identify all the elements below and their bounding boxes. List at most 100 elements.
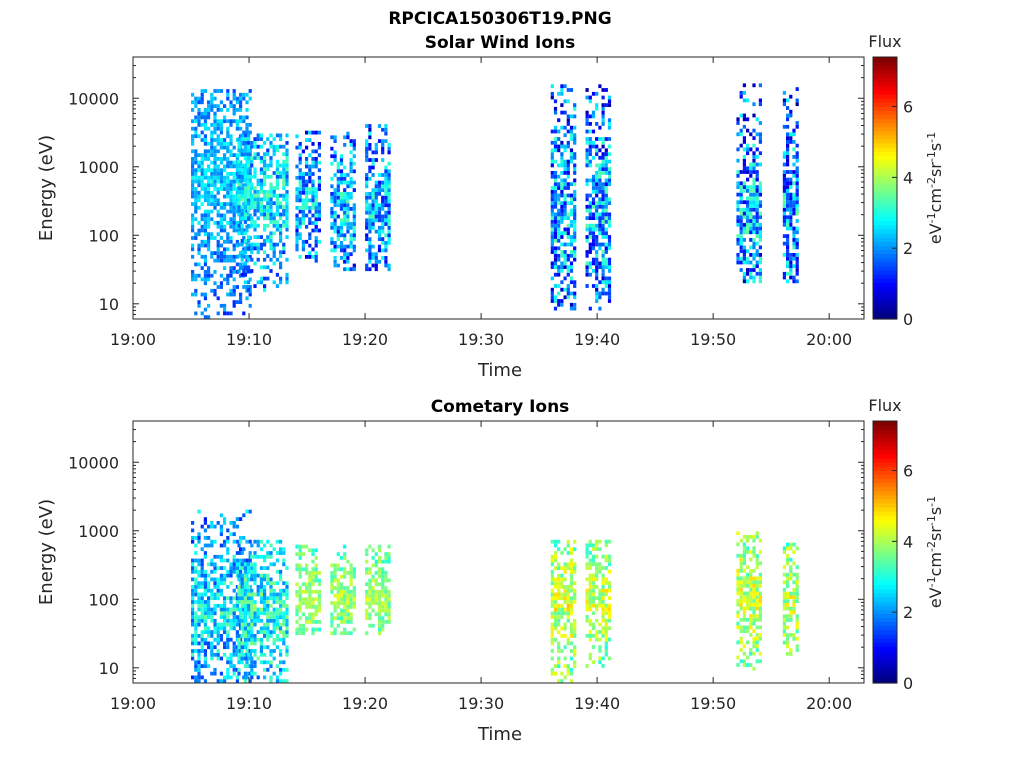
heatmap-cell [213, 153, 217, 157]
heatmap-cell [333, 586, 337, 590]
heatmap-cell [250, 543, 254, 548]
heatmap-cell [308, 589, 312, 594]
heatmap-cell [194, 232, 198, 237]
heatmap-cell [213, 175, 217, 180]
heatmap-cell [242, 675, 246, 680]
heatmap-cell [245, 243, 249, 248]
heatmap-cell [755, 584, 759, 588]
heatmap-cell [275, 201, 279, 206]
heatmap-cell [795, 121, 799, 125]
heatmap-cell [285, 178, 289, 183]
heatmap-cell [223, 228, 227, 233]
heatmap-cell [259, 652, 263, 657]
heatmap-cell [226, 277, 230, 282]
heatmap-cell [758, 260, 762, 265]
heatmap-cell [553, 204, 558, 209]
heatmap-cell [317, 160, 321, 165]
heatmap-cell [240, 272, 244, 277]
heatmap-cell [550, 212, 554, 217]
heatmap-cell [243, 178, 247, 183]
heatmap-cell [557, 645, 561, 650]
heatmap-cell [786, 222, 790, 227]
heatmap-cell [305, 589, 309, 594]
heatmap-cell [240, 216, 244, 221]
colorbar-segment [873, 421, 897, 426]
heatmap-cell [365, 267, 369, 272]
heatmap-cell [333, 616, 337, 621]
heatmap-cell [298, 194, 302, 199]
heatmap-cell [207, 273, 211, 278]
heatmap-cell [795, 151, 799, 156]
heatmap-cell [308, 601, 312, 605]
heatmap-cell [604, 558, 608, 563]
heatmap-cell [560, 212, 564, 217]
heatmap-cell [239, 607, 243, 612]
heatmap-cell [795, 143, 799, 148]
heatmap-cell [207, 168, 211, 173]
heatmap-cell [742, 659, 746, 664]
heatmap-cell [557, 641, 561, 646]
heatmap-cell [384, 124, 388, 128]
heatmap-cell [782, 599, 786, 603]
heatmap-cell [377, 548, 382, 553]
heatmap-cell [301, 221, 305, 225]
heatmap-cell [266, 254, 270, 258]
heatmap-cell [377, 184, 382, 189]
heatmap-cell [250, 156, 254, 160]
heatmap-cell [279, 652, 283, 657]
heatmap-cell [203, 190, 207, 195]
heatmap-cell [247, 137, 251, 141]
heatmap-cell [789, 260, 793, 265]
heatmap-cell [352, 593, 356, 598]
heatmap-cell [200, 153, 204, 157]
heatmap-cell [223, 573, 227, 578]
heatmap-cell [256, 242, 260, 247]
heatmap-cell [601, 231, 605, 236]
heatmap-cell [789, 226, 793, 231]
heatmap-cell [229, 573, 233, 578]
heatmap-cell [752, 256, 756, 261]
heatmap-cell [339, 233, 344, 238]
heatmap-cell [371, 225, 375, 230]
heatmap-cell [285, 201, 289, 206]
heatmap-cell [210, 634, 214, 638]
heatmap-cell [243, 156, 247, 160]
heatmap-cell [782, 640, 786, 645]
heatmap-cell [377, 207, 382, 211]
heatmap-cell [226, 615, 230, 619]
heatmap-cell [792, 572, 796, 577]
heatmap-cell [314, 202, 318, 207]
heatmap-cell [601, 137, 605, 141]
heatmap-cell [758, 185, 762, 189]
heatmap-cell [792, 211, 796, 216]
heatmap-cell [368, 158, 372, 162]
heatmap-cell [235, 539, 239, 544]
heatmap-cell [365, 593, 369, 598]
heatmap-cell [789, 256, 793, 261]
heatmap-cell [595, 272, 599, 277]
heatmap-cell [207, 645, 211, 650]
heatmap-cell [210, 611, 214, 616]
heatmap-cell [207, 600, 211, 604]
heatmap-cell [197, 603, 201, 608]
heatmap-cell [333, 574, 337, 579]
heatmap-cell [219, 588, 223, 593]
heatmap-cell [352, 214, 356, 219]
heatmap-cell [243, 201, 247, 206]
heatmap-cell [219, 615, 223, 619]
heatmap-cell [566, 235, 570, 239]
heatmap-cell [566, 212, 570, 217]
heatmap-cell [377, 605, 382, 609]
heatmap-cell [266, 193, 270, 198]
heatmap-cell [253, 611, 257, 616]
colorbar-segment [873, 188, 897, 193]
heatmap-cell [563, 645, 567, 650]
heatmap-cell [203, 134, 207, 139]
heatmap-cell [346, 195, 350, 200]
heatmap-cell [305, 627, 309, 632]
heatmap-cell [381, 222, 385, 226]
heatmap-cell [311, 597, 315, 602]
heatmap-cell [250, 622, 254, 627]
heatmap-cell [203, 649, 207, 653]
heatmap-cell [588, 129, 592, 134]
